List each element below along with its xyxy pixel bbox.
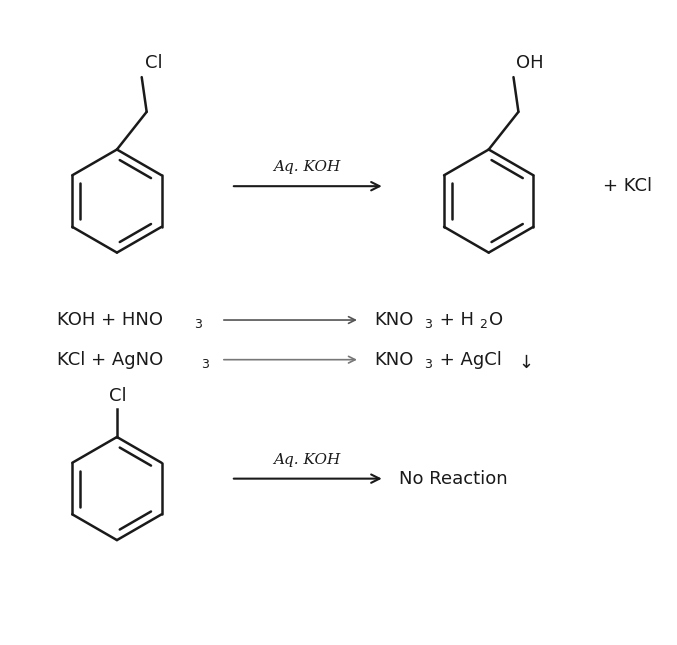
Text: KNO: KNO bbox=[374, 311, 414, 329]
Text: 3: 3 bbox=[424, 358, 432, 371]
Text: + AgCl: + AgCl bbox=[434, 351, 502, 369]
Text: ↓: ↓ bbox=[519, 353, 533, 372]
Text: Aq. KOH: Aq. KOH bbox=[274, 161, 341, 174]
Text: 2: 2 bbox=[479, 319, 487, 332]
Text: 3: 3 bbox=[201, 358, 209, 371]
Text: KNO: KNO bbox=[374, 351, 414, 369]
Text: + H: + H bbox=[434, 311, 474, 329]
Text: Aq. KOH: Aq. KOH bbox=[274, 453, 341, 467]
Text: Cl: Cl bbox=[109, 387, 127, 405]
Text: KOH + HNO: KOH + HNO bbox=[58, 311, 163, 329]
Text: KCl + AgNO: KCl + AgNO bbox=[58, 351, 164, 369]
Text: O: O bbox=[489, 311, 503, 329]
Text: Cl: Cl bbox=[145, 54, 162, 72]
Text: 3: 3 bbox=[194, 319, 202, 332]
Text: No Reaction: No Reaction bbox=[399, 470, 508, 488]
Text: OH: OH bbox=[517, 54, 544, 72]
Text: 3: 3 bbox=[424, 319, 432, 332]
Text: + KCl: + KCl bbox=[603, 177, 652, 195]
